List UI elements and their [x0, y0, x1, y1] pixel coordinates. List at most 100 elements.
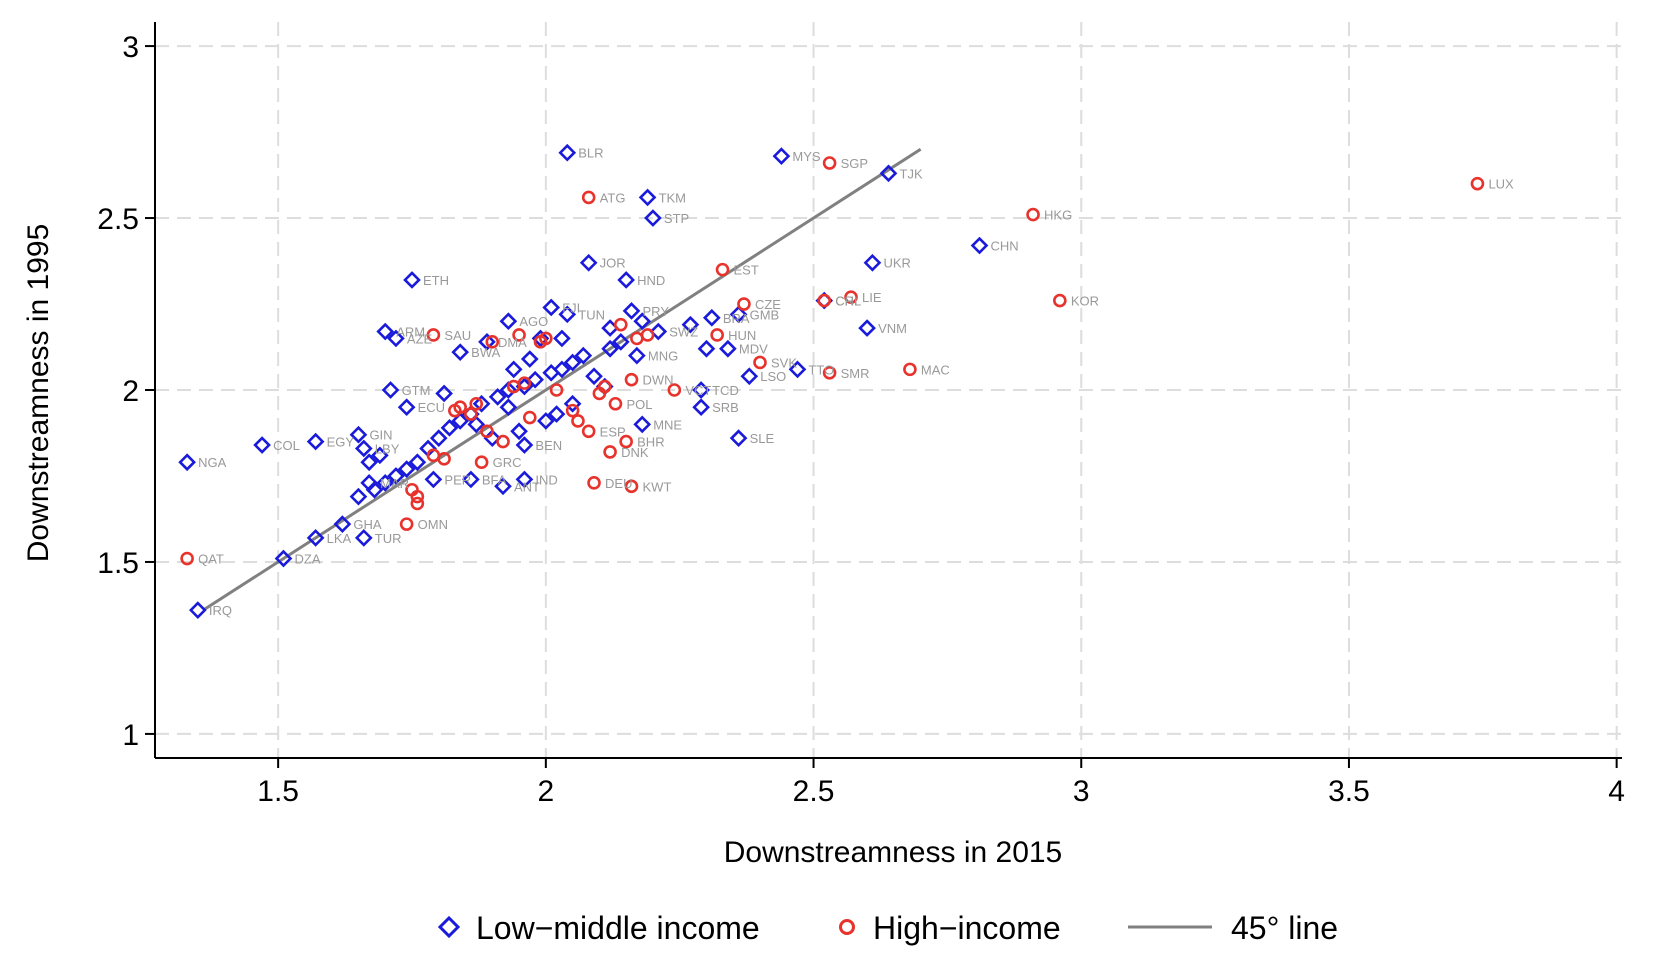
y-tick-label: 1.5: [97, 547, 139, 580]
low-middle-income-point: [558, 143, 577, 162]
low-middle-income-point: [692, 398, 710, 417]
low-middle-income-point: [499, 312, 518, 331]
high-income-point: [426, 328, 441, 342]
low-middle-income-point: [354, 439, 373, 458]
high-income-point: [822, 366, 837, 380]
high-income-point: [1026, 207, 1040, 222]
low-middle-income-point: [188, 601, 207, 619]
low-middle-income-point: [719, 339, 737, 358]
point-label: HKG: [1044, 208, 1072, 223]
high-income-point: [1470, 176, 1485, 191]
point-label: MAR: [380, 476, 409, 491]
legend: Low−middle income High−income 45° line: [437, 910, 1338, 946]
high-income-point: [410, 496, 425, 511]
point-label: VNM: [878, 321, 907, 336]
grid-lines: [155, 22, 1622, 758]
low-middle-income-point: [601, 339, 619, 358]
high-income-point: [485, 335, 500, 349]
low-middle-income-point: [510, 422, 528, 441]
point-label: SAU: [444, 328, 471, 343]
high-income-point: [753, 355, 767, 370]
low-middle-income-point: [478, 333, 496, 351]
high-income-point: [496, 434, 510, 449]
point-label: LKA: [327, 531, 352, 546]
low-middle-income-point: [504, 360, 523, 379]
low-middle-income-point: [274, 549, 293, 568]
point-label: TCD: [712, 383, 739, 398]
low-middle-income-point: [772, 147, 791, 165]
point-label: PRY: [643, 304, 670, 319]
low-middle-income-point: [365, 480, 384, 499]
low-middle-income-point: [429, 429, 448, 447]
low-middle-income-point: [462, 470, 480, 489]
x-tick-label: 1.5: [257, 775, 299, 808]
low-middle-income-point: [488, 388, 507, 406]
low-middle-income-point: [306, 432, 325, 451]
point-label: ETH: [423, 273, 449, 288]
point-label: CHN: [991, 239, 1019, 254]
high-income-point: [587, 476, 601, 490]
low-middle-income-point: [649, 322, 668, 341]
low-middle-income-point: [563, 394, 582, 413]
high-income-point: [581, 190, 596, 205]
low-middle-income-point: [633, 312, 652, 331]
point-label: TUR: [375, 531, 402, 546]
low-middle-income-point: [424, 470, 443, 489]
low-middle-income-point: [644, 209, 662, 227]
reference-line-45: [202, 147, 922, 612]
point-label: HUN: [728, 328, 756, 343]
low-middle-income-point: [499, 381, 518, 399]
high-income-point: [480, 424, 494, 439]
low-middle-income-point: [611, 333, 630, 351]
high-income-point: [619, 434, 633, 449]
low-middle-income-point: [970, 236, 989, 255]
point-label: TJK: [900, 166, 923, 181]
low-middle-income-point: [387, 467, 405, 485]
point-label: BHR: [637, 435, 664, 450]
point-label: SMR: [841, 366, 870, 381]
low-middle-income-point: [526, 370, 544, 389]
point-label: ESP: [600, 424, 626, 439]
point-label: DEU: [605, 476, 632, 491]
low-middle-income-point: [638, 188, 657, 207]
high-income-point: [822, 156, 837, 170]
x-axis-title: Downstreamness in 2015: [724, 836, 1063, 869]
low-middle-income-point: [349, 487, 368, 506]
point-label: BLR: [578, 146, 603, 161]
point-label: COL: [273, 438, 300, 453]
point-label: GHA: [353, 517, 382, 532]
point-label: MYS: [792, 149, 821, 164]
y-tick-label: 1: [122, 719, 139, 752]
low-middle-income-point: [553, 360, 571, 379]
point-label: LIE: [862, 290, 882, 305]
high-income-point: [581, 424, 596, 439]
point-label: EGY: [327, 435, 355, 450]
low-middle-income-point: [702, 308, 721, 327]
point-label: PER: [444, 472, 471, 487]
legend-label-low-middle: Low−middle income: [476, 910, 760, 946]
high-income-point: [667, 383, 682, 397]
legend-item-high: High−income: [839, 910, 1061, 946]
high-income-point: [539, 331, 553, 346]
low-middle-income-point: [472, 394, 491, 413]
low-middle-income-point: [697, 339, 716, 358]
low-middle-income-point: [863, 253, 882, 272]
point-label: MDV: [739, 342, 768, 357]
low-middle-income-point: [585, 367, 603, 386]
point-label: JOR: [600, 256, 626, 271]
point-label: SGP: [841, 156, 868, 171]
point-label: ATG: [600, 190, 626, 205]
point-label: LSO: [760, 369, 786, 384]
legend-label-high: High−income: [873, 910, 1061, 946]
point-label: UKR: [883, 256, 910, 271]
low-middle-income-point: [537, 412, 555, 430]
high-income-point: [180, 551, 194, 566]
legend-circle-marker: [839, 919, 855, 935]
high-income-point: [405, 482, 419, 497]
point-label: ARM: [396, 325, 425, 340]
point-label: BEN: [535, 438, 562, 453]
point-label: LUX: [1488, 177, 1514, 192]
high-income-point: [613, 317, 628, 332]
point-label: BWA: [471, 345, 500, 360]
high-income-point: [903, 362, 917, 377]
